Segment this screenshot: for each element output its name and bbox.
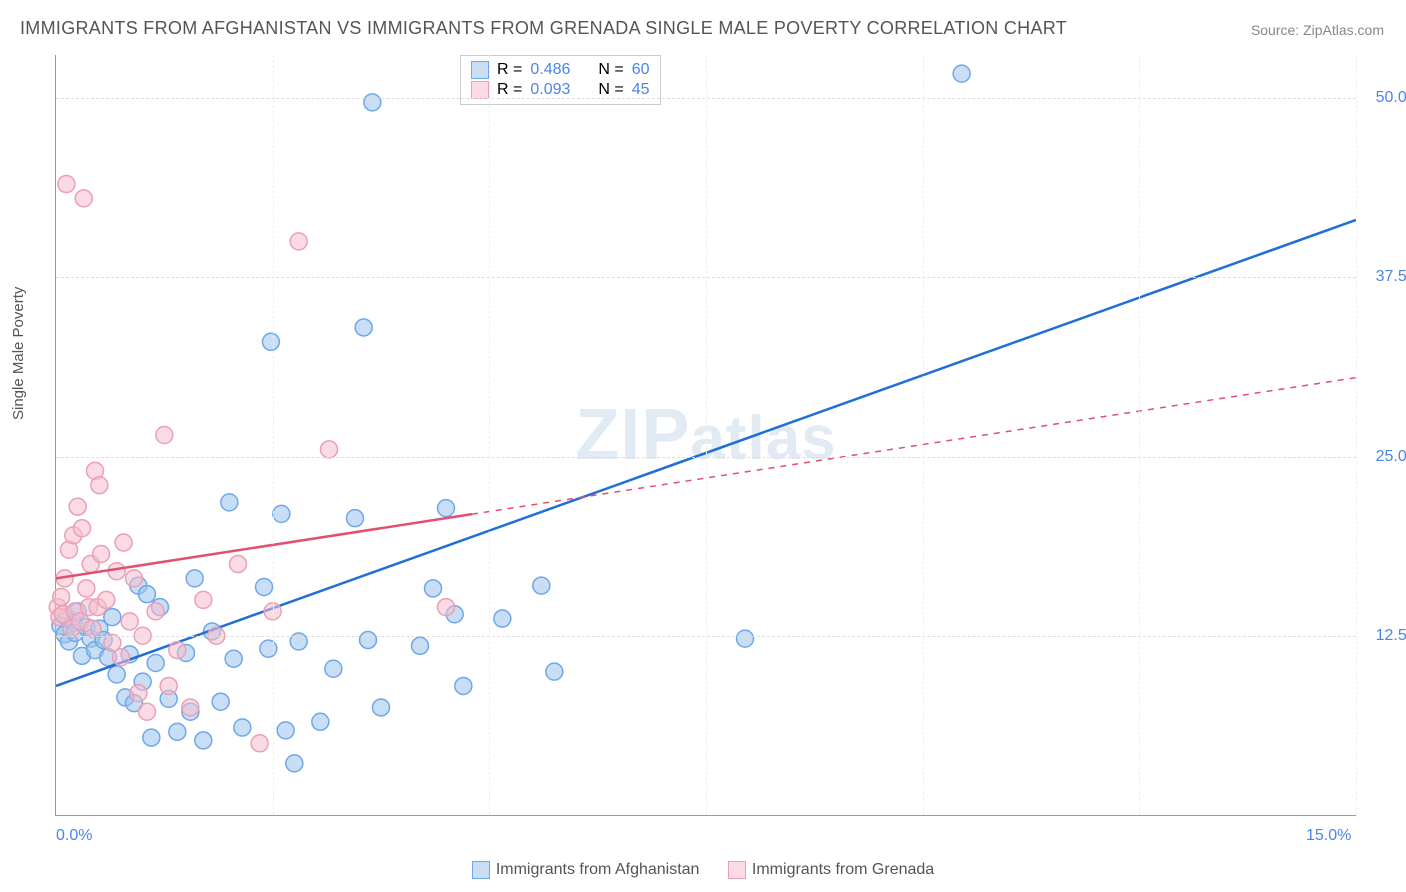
data-point xyxy=(126,570,143,587)
data-point xyxy=(312,713,329,730)
gridline-vertical xyxy=(273,55,274,815)
data-point xyxy=(234,719,251,736)
swatch-afghanistan xyxy=(471,61,489,79)
legend-n-value-grenada: 45 xyxy=(632,81,650,99)
data-point xyxy=(139,586,156,603)
legend-n-label: N = xyxy=(598,81,623,99)
data-point xyxy=(147,655,164,672)
series-legend: Immigrants from Afghanistan Immigrants f… xyxy=(0,861,1406,884)
data-point xyxy=(108,563,125,580)
x-tick-label: 15.0% xyxy=(1306,827,1351,845)
data-point xyxy=(91,477,108,494)
data-point xyxy=(75,190,92,207)
data-point xyxy=(156,427,173,444)
legend-r-value-grenada: 0.093 xyxy=(530,81,570,99)
data-point xyxy=(169,723,186,740)
data-point xyxy=(147,603,164,620)
legend-n-value-afghanistan: 60 xyxy=(632,61,650,79)
legend-r-label: R = xyxy=(497,81,522,99)
swatch-afghanistan-icon xyxy=(472,861,490,879)
data-point xyxy=(143,729,160,746)
data-point xyxy=(325,660,342,677)
data-point xyxy=(438,599,455,616)
y-tick-label: 50.0% xyxy=(1376,89,1406,107)
data-point xyxy=(58,176,75,193)
data-point xyxy=(212,693,229,710)
y-tick-label: 37.5% xyxy=(1376,268,1406,286)
data-point xyxy=(277,722,294,739)
trend-line-extrapolated xyxy=(472,378,1356,515)
data-point xyxy=(182,699,199,716)
data-point xyxy=(251,735,268,752)
data-point xyxy=(104,609,121,626)
legend-label-grenada: Immigrants from Grenada xyxy=(752,861,934,879)
data-point xyxy=(355,319,372,336)
chart-plot-area: ZIPatlas R = 0.486 N = 60 R = 0.093 N = … xyxy=(55,55,1356,816)
data-point xyxy=(186,570,203,587)
data-point xyxy=(321,441,338,458)
data-point xyxy=(221,494,238,511)
data-point xyxy=(737,630,754,647)
gridline-vertical xyxy=(489,55,490,815)
data-point xyxy=(74,520,91,537)
data-point xyxy=(262,333,279,350)
legend-item-afghanistan: Immigrants from Afghanistan xyxy=(472,861,700,879)
data-point xyxy=(546,663,563,680)
data-point xyxy=(69,498,86,515)
data-point xyxy=(425,580,442,597)
data-point xyxy=(256,579,273,596)
source-attribution: Source: ZipAtlas.com xyxy=(1251,22,1384,38)
data-point xyxy=(78,580,95,597)
data-point xyxy=(286,755,303,772)
y-tick-label: 12.5% xyxy=(1376,627,1406,645)
gridline-vertical xyxy=(923,55,924,815)
gridline-vertical xyxy=(1139,55,1140,815)
data-point xyxy=(130,685,147,702)
legend-item-grenada: Immigrants from Grenada xyxy=(728,861,934,879)
data-point xyxy=(195,732,212,749)
data-point xyxy=(953,65,970,82)
gridline-vertical xyxy=(1356,55,1357,815)
data-point xyxy=(373,699,390,716)
legend-n-label: N = xyxy=(598,61,623,79)
chart-title: IMMIGRANTS FROM AFGHANISTAN VS IMMIGRANT… xyxy=(20,18,1067,39)
legend-row-afghanistan: R = 0.486 N = 60 xyxy=(471,60,650,80)
legend-row-grenada: R = 0.093 N = 45 xyxy=(471,80,650,100)
data-point xyxy=(195,591,212,608)
y-axis-label: Single Male Poverty xyxy=(10,287,27,420)
data-point xyxy=(169,642,186,659)
data-point xyxy=(84,620,101,637)
data-point xyxy=(53,589,70,606)
data-point xyxy=(455,677,472,694)
data-point xyxy=(108,666,125,683)
data-point xyxy=(438,500,455,517)
data-point xyxy=(230,556,247,573)
data-point xyxy=(260,640,277,657)
data-point xyxy=(93,546,110,563)
data-point xyxy=(121,613,138,630)
data-point xyxy=(494,610,511,627)
swatch-grenada-icon xyxy=(728,861,746,879)
data-point xyxy=(139,703,156,720)
data-point xyxy=(225,650,242,667)
data-point xyxy=(160,677,177,694)
legend-r-label: R = xyxy=(497,61,522,79)
data-point xyxy=(113,649,130,666)
legend-label-afghanistan: Immigrants from Afghanistan xyxy=(496,861,700,879)
data-point xyxy=(412,637,429,654)
data-point xyxy=(347,510,364,527)
data-point xyxy=(273,505,290,522)
y-tick-label: 25.0% xyxy=(1376,448,1406,466)
legend-r-value-afghanistan: 0.486 xyxy=(530,61,570,79)
data-point xyxy=(364,94,381,111)
data-point xyxy=(533,577,550,594)
swatch-grenada xyxy=(471,81,489,99)
x-tick-label: 0.0% xyxy=(56,827,92,845)
data-point xyxy=(360,632,377,649)
data-point xyxy=(115,534,132,551)
data-point xyxy=(290,233,307,250)
data-point xyxy=(98,591,115,608)
gridline-vertical xyxy=(706,55,707,815)
